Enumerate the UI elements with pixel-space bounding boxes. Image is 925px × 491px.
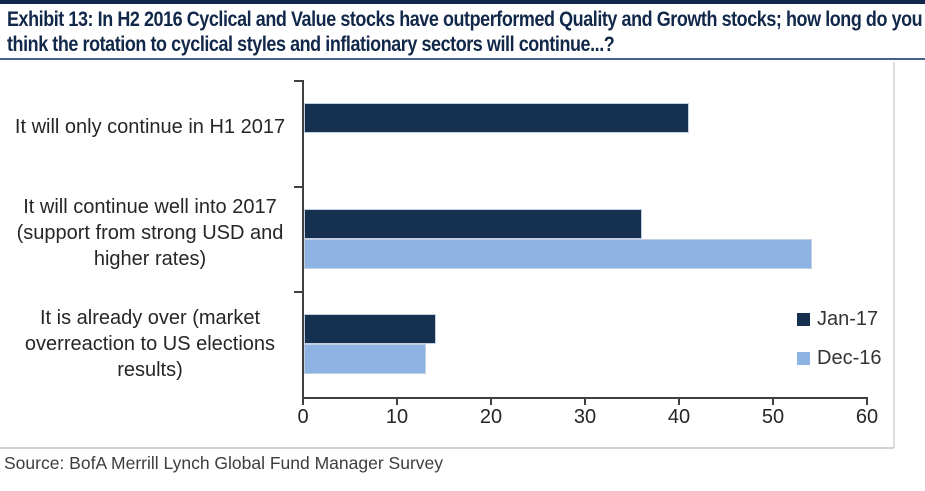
legend-swatch-icon [797,351,810,365]
x-axis-tick [490,397,492,405]
x-axis-tick [772,397,774,405]
x-tick-label: 30 [573,406,597,428]
source-note: Source: BofA Merrill Lynch Global Fund M… [4,453,444,473]
chart-frame-right-border [893,62,895,448]
x-axis-tick [678,397,680,405]
legend-item: Jan-17 [797,306,881,332]
x-tick-label: 40 [667,406,691,428]
bar-dec-16-cat1 [304,238,812,269]
y-axis-tick [294,185,302,188]
top-border [0,0,925,4]
bar-chart: It will only continue in H1 2017 It will … [0,60,925,448]
legend-label: Dec-16 [817,346,882,369]
x-axis-tick [396,397,398,405]
exhibit-title: Exhibit 13: In H2 2016 Cyclical and Valu… [7,8,923,56]
category-label: It will only continue in H1 2017 [14,115,286,138]
legend-item: Dec-16 [797,345,881,371]
y-axis-tick [294,291,302,294]
bar-dec-16-cat2 [304,344,426,375]
x-axis-tick [866,397,868,405]
chart-legend: Jan-17 Dec-16 [797,306,881,384]
bar-jan-17-cat2 [304,314,436,345]
x-axis-tick [584,397,586,405]
title-underline [0,58,925,60]
category-label: It is already over (market overreaction … [24,307,276,382]
x-tick-label: 60 [855,406,879,428]
legend-swatch-icon [797,312,810,326]
bar-jan-17-cat0 [304,102,689,133]
y-axis-tick [294,80,302,82]
legend-label: Jan-17 [817,307,879,330]
x-tick-label: 10 [385,406,409,428]
y-axis [302,80,304,397]
x-tick-label: 20 [479,406,503,428]
bar-jan-17-cat1 [304,208,642,239]
source-divider [0,447,894,449]
x-tick-label: 50 [761,406,785,428]
category-label: It will continue well into 2017 (support… [16,196,284,271]
x-axis-tick [302,397,304,405]
x-tick-label: 0 [297,406,309,428]
